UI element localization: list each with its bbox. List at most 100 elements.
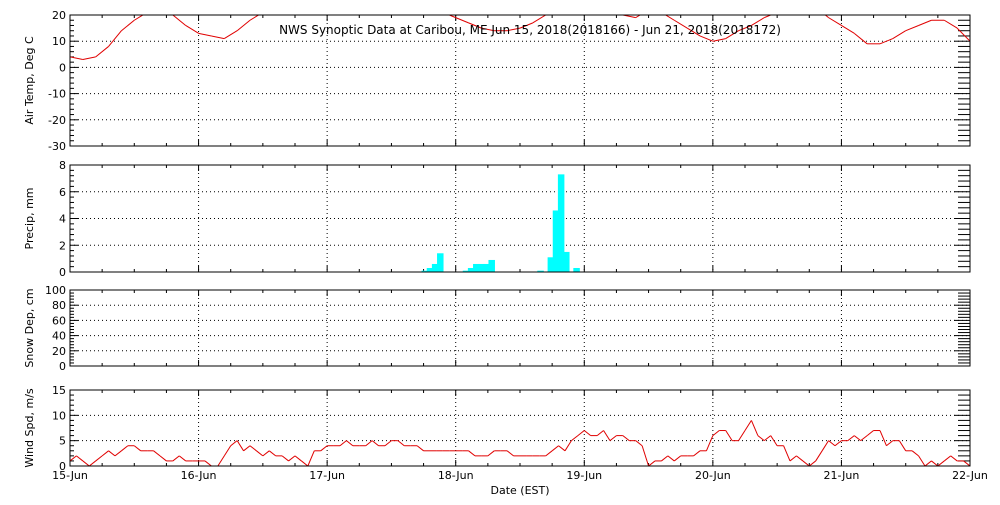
panel-data [70,2,970,61]
series-line-segment [956,27,970,42]
series-line-segment [584,5,597,10]
y-tick-label: 10 [52,409,66,422]
series-line-segment [384,440,392,447]
precip-bar [478,263,485,272]
series-line-segment [609,435,617,442]
series-line-segment [262,450,270,457]
series-line-segment [918,455,926,466]
series-line-segment [834,440,842,447]
series-line-segment [198,32,212,37]
series-line-segment [519,22,534,29]
precip-bar [563,251,570,272]
series-line-segment [281,455,289,462]
series-line-segment [879,38,894,45]
precip-bar [426,267,434,272]
series-line-segment [751,17,765,26]
series-line-segment [828,440,836,447]
series-line-segment [905,25,919,32]
series-line-segment [924,460,932,466]
series-line-segment [417,7,430,10]
series-line-segment [583,430,592,436]
y-tick-label: -20 [48,114,66,127]
series-line-segment [744,420,752,431]
series-line-segment [705,435,714,451]
series-line-segment [147,10,160,13]
series-line-segment [236,19,251,32]
series-line-segment [712,38,726,42]
y-axis-label: Wind Spd, m/s [23,388,36,468]
series-line-segment [866,430,874,436]
series-line-segment [725,430,733,441]
x-axis-label: Date (EST) [490,484,549,497]
series-line-segment [404,10,417,13]
series-line-segment [263,7,276,12]
chart-title: NWS Synoptic Data at Caribou, ME Jun 15,… [279,23,781,37]
series-line-segment [892,30,906,40]
series-line-segment [365,440,373,447]
series-line-segment [88,460,97,466]
y-tick-label: 10 [52,35,66,48]
series-line-segment [171,15,173,16]
series-line-segment [70,56,83,61]
series-line-segment [860,435,868,442]
series-line-segment [82,460,90,466]
panel-frame [69,14,971,147]
series-line-segment [879,430,887,446]
series-line-segment [101,450,109,457]
y-tick-label: 2 [59,239,66,252]
precip-bar [483,263,490,272]
series-line-segment [911,450,919,457]
x-tick-label: 20-Jun [695,469,731,482]
series-line-segment [622,435,630,442]
panel-frame [69,164,971,273]
series-line-segment [828,17,842,26]
series-line-segment [757,435,765,442]
precip-bar [573,267,580,272]
series-line-segment [841,25,855,34]
series-line-segment [667,455,675,462]
precip-bar [462,270,470,272]
y-tick-label: 6 [59,186,66,199]
series-line-segment [847,435,855,442]
series-line-segment [564,440,572,452]
series-line-segment [339,440,347,447]
series-line-segment [172,455,180,462]
y-tick-label: 15 [52,384,66,397]
series-line-segment [95,46,109,58]
y-tick-label: 4 [59,213,66,226]
series-line-segment [294,455,302,462]
series-line-segment [353,2,366,5]
y-tick-label: 0 [59,460,66,473]
series-line-segment [545,450,553,457]
series-line-segment [236,440,244,452]
series-line-segment [693,450,701,457]
series-line-segment [172,15,187,26]
y-axis-label: Snow Dep, cm [23,288,36,367]
series-line-segment [468,450,476,457]
panel-1: -30 -20 -10 0 10 20 Air Temp, Deg C [23,2,971,153]
series-line-segment [648,460,656,466]
series-line-segment [224,30,238,40]
series-line-segment [763,435,772,442]
series-line-segment [608,15,610,16]
series-line-segment [664,15,675,21]
precip-bar [552,210,560,272]
series-line-segment [950,455,958,462]
series-line-segment [481,27,495,32]
series-line-segment [211,35,225,40]
series-line-segment [673,455,682,462]
series-line-segment [821,440,829,452]
series-line-segment [301,7,314,10]
panel-frame [69,389,971,467]
series-line-segment [95,455,103,462]
series-line-segment [898,440,907,452]
y-tick-label: 0 [59,360,66,373]
series-line-segment [596,430,604,436]
y-tick-label: -30 [48,140,66,153]
precip-bar [547,257,555,272]
series-line-segment [314,10,327,13]
series-line-segment [661,455,669,462]
series-line-segment [340,2,353,7]
x-tick-label: 21-Jun [824,469,860,482]
